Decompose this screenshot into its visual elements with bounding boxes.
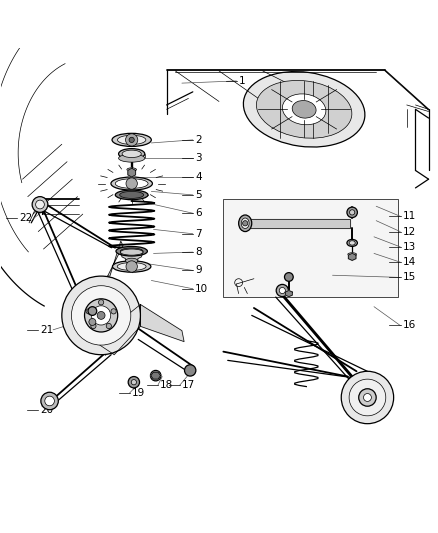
Text: 9: 9: [195, 265, 201, 276]
Text: 7: 7: [195, 229, 201, 239]
Ellipse shape: [120, 249, 143, 255]
Circle shape: [86, 309, 91, 314]
Ellipse shape: [117, 135, 146, 144]
Ellipse shape: [256, 80, 352, 138]
Circle shape: [45, 396, 54, 406]
Text: 11: 11: [403, 211, 416, 221]
Ellipse shape: [126, 258, 138, 263]
Text: 5: 5: [195, 190, 201, 200]
Circle shape: [350, 210, 355, 215]
Circle shape: [128, 376, 140, 388]
Text: 21: 21: [40, 325, 53, 335]
Polygon shape: [348, 253, 356, 261]
Circle shape: [126, 261, 138, 272]
Ellipse shape: [120, 248, 143, 254]
Text: 1: 1: [239, 76, 245, 86]
Ellipse shape: [119, 154, 145, 162]
Circle shape: [243, 221, 248, 226]
Text: 10: 10: [195, 284, 208, 294]
Circle shape: [92, 306, 111, 325]
Circle shape: [285, 272, 293, 281]
Circle shape: [126, 134, 138, 146]
Circle shape: [341, 372, 394, 424]
Circle shape: [131, 379, 137, 385]
Polygon shape: [128, 168, 135, 177]
Circle shape: [349, 379, 386, 416]
Ellipse shape: [116, 246, 148, 256]
Circle shape: [89, 318, 96, 326]
Ellipse shape: [120, 191, 144, 198]
Circle shape: [85, 299, 118, 332]
Ellipse shape: [115, 179, 148, 188]
Text: 20: 20: [40, 405, 53, 415]
Ellipse shape: [239, 215, 252, 231]
Ellipse shape: [115, 190, 148, 200]
Ellipse shape: [113, 261, 151, 272]
Circle shape: [276, 285, 288, 297]
Circle shape: [150, 370, 161, 381]
Ellipse shape: [283, 94, 326, 125]
Circle shape: [359, 389, 376, 406]
Polygon shape: [95, 304, 141, 354]
Ellipse shape: [112, 133, 151, 147]
Ellipse shape: [127, 168, 137, 171]
Text: 14: 14: [403, 257, 416, 267]
Circle shape: [111, 309, 116, 314]
Text: 18: 18: [160, 380, 173, 390]
Circle shape: [35, 200, 44, 209]
Circle shape: [71, 286, 131, 345]
Polygon shape: [151, 372, 160, 379]
Ellipse shape: [348, 253, 357, 256]
Text: 22: 22: [19, 214, 32, 223]
Bar: [223, 199, 398, 297]
Circle shape: [126, 178, 138, 189]
Circle shape: [32, 197, 48, 212]
Circle shape: [62, 276, 141, 354]
Ellipse shape: [347, 239, 357, 246]
Ellipse shape: [117, 263, 146, 270]
Circle shape: [99, 300, 104, 305]
Polygon shape: [141, 304, 184, 342]
Circle shape: [184, 365, 196, 376]
Text: 4: 4: [195, 172, 201, 182]
Text: 13: 13: [403, 242, 416, 252]
Circle shape: [88, 306, 97, 316]
Ellipse shape: [241, 218, 249, 229]
Ellipse shape: [111, 177, 152, 190]
Circle shape: [106, 324, 111, 329]
Text: 19: 19: [132, 388, 145, 398]
Circle shape: [91, 324, 96, 329]
Circle shape: [347, 207, 357, 217]
Circle shape: [364, 393, 371, 401]
Ellipse shape: [244, 71, 365, 147]
Circle shape: [129, 138, 134, 142]
Circle shape: [97, 311, 105, 319]
Text: 15: 15: [403, 272, 416, 282]
Text: 3: 3: [195, 153, 201, 163]
Ellipse shape: [119, 149, 145, 159]
Text: 16: 16: [403, 320, 416, 330]
Polygon shape: [120, 252, 143, 263]
Text: 8: 8: [195, 247, 201, 257]
Circle shape: [41, 392, 58, 410]
Text: 6: 6: [195, 208, 201, 218]
Ellipse shape: [349, 241, 355, 245]
Circle shape: [279, 287, 286, 294]
Text: 2: 2: [195, 135, 201, 145]
Text: 12: 12: [403, 227, 416, 237]
Polygon shape: [286, 290, 292, 297]
Ellipse shape: [292, 101, 316, 118]
Polygon shape: [108, 241, 123, 276]
Ellipse shape: [122, 150, 141, 158]
Polygon shape: [245, 219, 350, 228]
Text: 17: 17: [182, 380, 195, 390]
